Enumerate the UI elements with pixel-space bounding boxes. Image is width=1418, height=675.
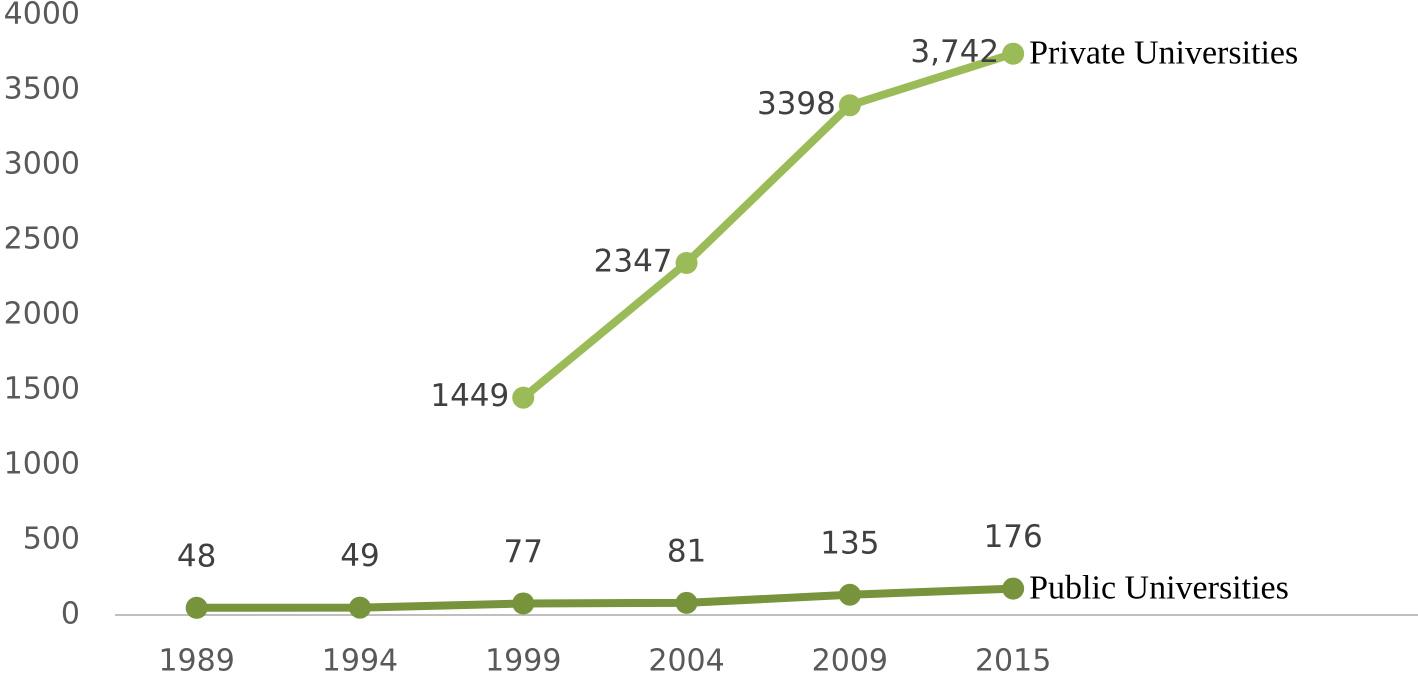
data-label: 176 (984, 519, 1043, 555)
data-label: 48 (177, 538, 216, 574)
data-label: 1449 (430, 378, 509, 414)
data-label: 3,742 (910, 34, 999, 70)
point (838, 94, 861, 117)
data-label: 135 (820, 525, 879, 561)
point (185, 596, 208, 619)
y-tick-label: 1000 (4, 447, 80, 482)
y-tick-label: 2500 (4, 222, 80, 257)
series-name: Public Universities (1029, 569, 1289, 606)
point (512, 386, 535, 409)
point (348, 596, 371, 619)
point (512, 592, 535, 615)
y-tick-label: 4000 (4, 0, 80, 32)
y-tick-label: 2000 (4, 297, 80, 332)
series-line (196, 584, 1014, 612)
series-name: Private Universities (1029, 34, 1298, 71)
data-label: 49 (340, 538, 379, 574)
data-label: 2347 (594, 243, 673, 279)
y-tick-label: 3500 (4, 72, 80, 107)
point (675, 591, 698, 614)
data-label: 81 (667, 533, 706, 569)
y-tick-label: 3000 (4, 147, 80, 182)
y-tick-label: 0 (61, 597, 80, 632)
x-tick-label: 1994 (322, 644, 398, 675)
x-tick-label: 1989 (158, 644, 234, 675)
data-label: 3398 (757, 86, 836, 122)
x-tick-label: 2009 (812, 644, 888, 675)
point (1002, 577, 1025, 600)
y-tick-label: 500 (23, 522, 80, 557)
x-tick-label: 2004 (648, 644, 724, 675)
x-tick-label: 1999 (485, 644, 561, 675)
y-tick-label: 1500 (4, 372, 80, 407)
x-tick-label: 2015 (975, 644, 1051, 675)
point (675, 251, 698, 274)
point (1002, 42, 1025, 65)
point (838, 583, 861, 606)
series-line (520, 49, 1015, 401)
data-label: 77 (504, 534, 543, 570)
